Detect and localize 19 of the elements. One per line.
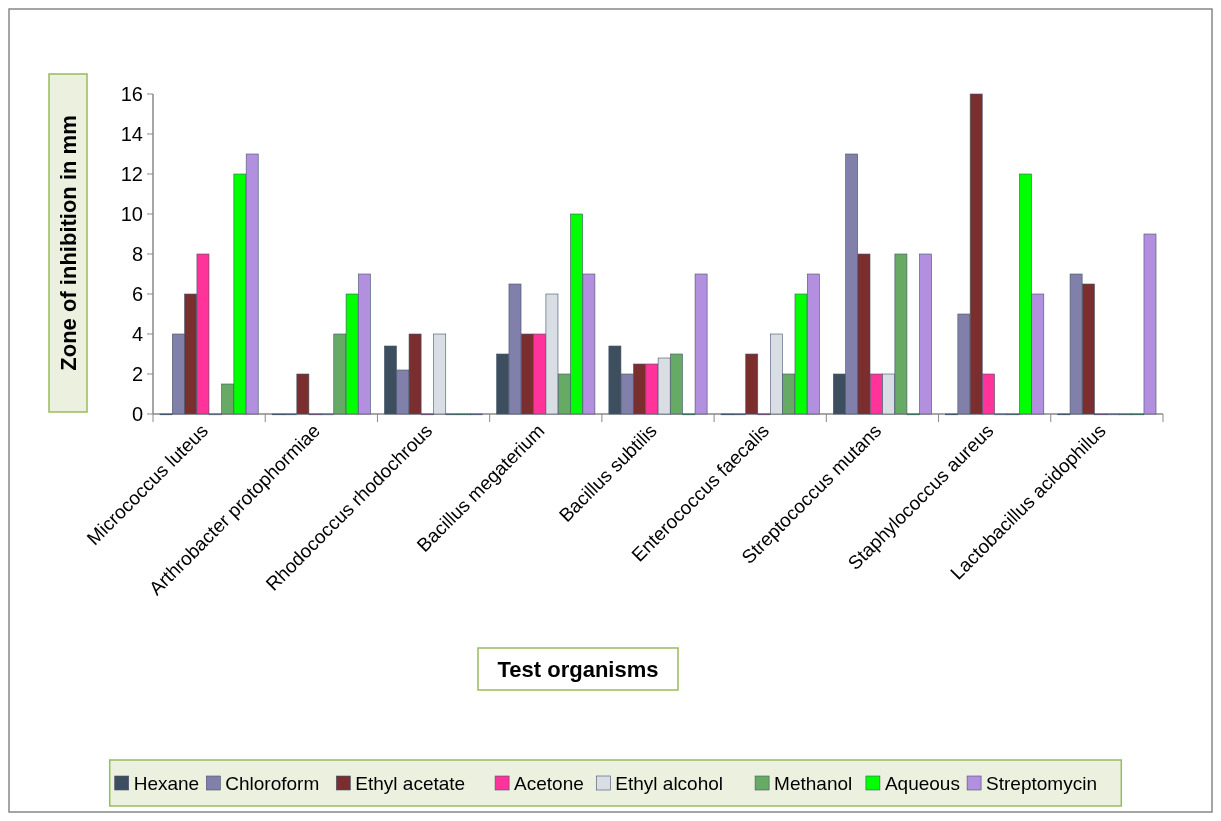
legend-label: Chloroform: [225, 772, 320, 794]
legend-label: Acetone: [514, 772, 584, 794]
y-tick-label: 2: [131, 363, 143, 385]
y-tick-label: 16: [120, 83, 143, 105]
y-tick-label: 12: [120, 163, 143, 185]
legend-label: Streptomycin: [986, 772, 1097, 794]
legend-label: Methanol: [774, 772, 853, 794]
y-tick-label: 4: [131, 323, 143, 345]
legend-label: Ethyl acetate: [355, 772, 466, 794]
y-tick-label: 14: [120, 123, 143, 145]
x-axis-title: Test organisms: [497, 656, 659, 682]
y-tick-label: 0: [131, 403, 143, 425]
legend-label: Hexane: [133, 772, 200, 794]
y-tick-label: 8: [131, 243, 143, 265]
y-tick-label: 6: [131, 283, 143, 305]
legend-label: Aqueous: [884, 772, 960, 794]
y-tick-label: 10: [120, 203, 143, 225]
y-axis-title: Zone of inhibition in mm: [55, 115, 81, 371]
legend-label: Ethyl alcohol: [615, 772, 724, 794]
